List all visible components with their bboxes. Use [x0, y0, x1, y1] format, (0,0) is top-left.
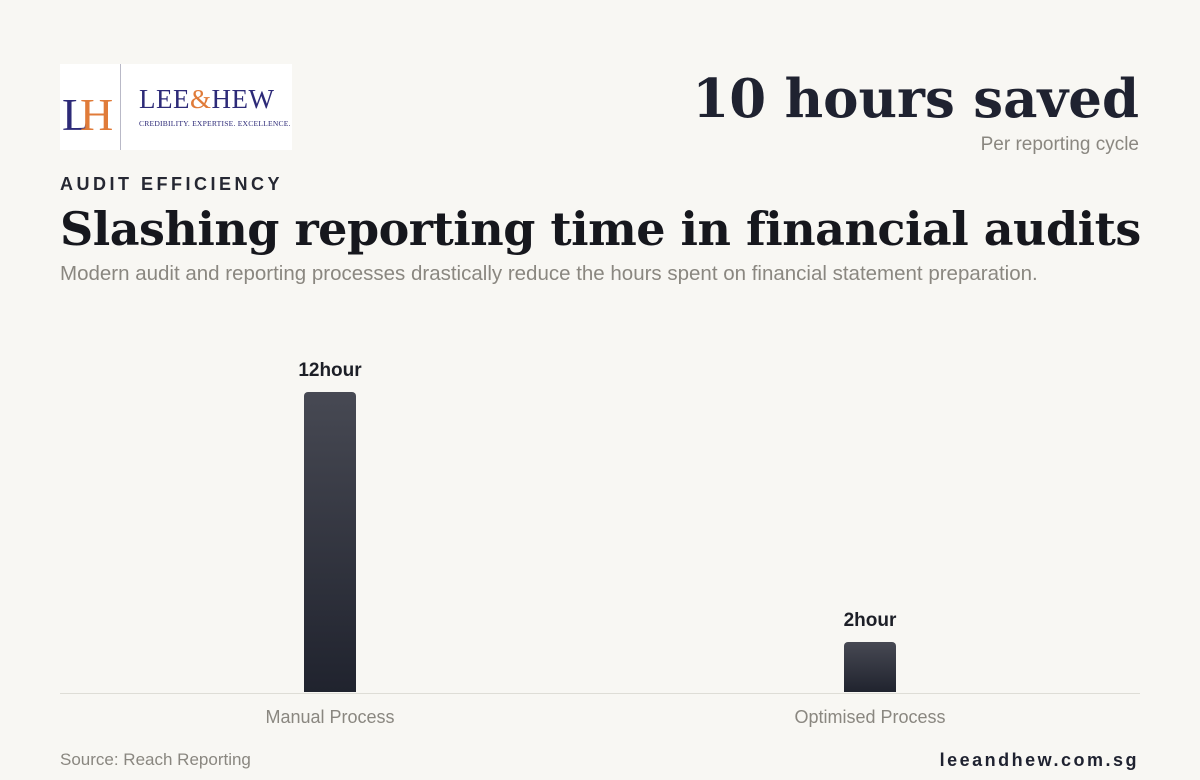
bar-manual-process	[304, 392, 356, 692]
category-label: Optimised Process	[794, 707, 946, 727]
chart-baseline	[60, 693, 1140, 694]
lee-hew-logo: L H LEE&HEW CREDIBILITY. EXPERTISE. EXCE…	[60, 64, 292, 150]
logo-wordmark: LEE&HEW CREDIBILITY. EXPERTISE. EXCELLEN…	[121, 84, 291, 129]
category-label: Manual Process	[265, 707, 395, 727]
svg-text:L: L	[62, 89, 90, 140]
bar-value-label: 2hour	[843, 610, 897, 631]
page-title: Slashing reporting time in financial aud…	[60, 202, 1141, 256]
website-link[interactable]: leeandhew.com.sg	[939, 750, 1139, 770]
headline-stat: 10 hours saved Per reporting cycle	[692, 64, 1139, 156]
stat-value: 10 hours saved	[692, 68, 1139, 130]
logo-divider	[120, 64, 121, 150]
lh-monogram-icon: L H	[60, 64, 120, 150]
stat-subtitle: Per reporting cycle	[980, 134, 1139, 155]
bar-optimised-process	[844, 642, 896, 692]
eyebrow-label: AUDIT EFFICIENCY	[60, 174, 284, 194]
source-note: Source: Reach Reporting	[60, 750, 251, 769]
bar-value-label: 12hour	[298, 360, 362, 381]
logo-name: LEE&HEW	[139, 84, 275, 114]
page-subtitle: Modern audit and reporting processes dra…	[60, 262, 1038, 285]
svg-text:H: H	[80, 89, 113, 140]
logo-tagline: CREDIBILITY. EXPERTISE. EXCELLENCE.	[139, 119, 291, 128]
bar-chart: 12hour Manual Process 2hour Optimised Proce…	[60, 330, 1140, 730]
